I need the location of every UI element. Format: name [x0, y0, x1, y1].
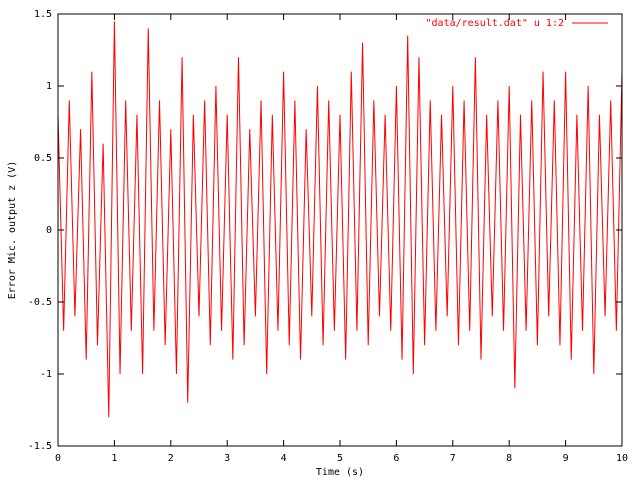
x-tick-label: 3: [224, 453, 230, 464]
x-tick-label: 7: [450, 453, 456, 464]
y-tick-label: -0.5: [28, 297, 52, 308]
x-tick-label: 2: [168, 453, 174, 464]
y-tick-label: -1: [40, 369, 52, 380]
x-tick-label: 6: [393, 453, 399, 464]
data-line: [57, 21, 623, 418]
y-axis-label: Error Mic. output z (V): [7, 161, 18, 299]
x-tick-label: 8: [506, 453, 512, 464]
x-tick-label: 4: [281, 453, 287, 464]
x-tick-label: 10: [616, 453, 628, 464]
y-tick-label: 0.5: [34, 153, 52, 164]
plot-frame: [57, 13, 623, 447]
legend-label: "data/result.dat" u 1:2: [426, 18, 564, 29]
y-tick-label: 1: [46, 81, 52, 92]
x-tick-label: 9: [563, 453, 569, 464]
x-axis-label: Time (s): [316, 467, 364, 478]
x-tick-label: 1: [111, 453, 117, 464]
x-tick-label: 5: [337, 453, 343, 464]
x-tick-label: 0: [55, 453, 61, 464]
y-tick-label: -1.5: [28, 441, 52, 452]
y-tick-label: 1.5: [34, 9, 52, 20]
y-tick-label: 0: [46, 225, 52, 236]
